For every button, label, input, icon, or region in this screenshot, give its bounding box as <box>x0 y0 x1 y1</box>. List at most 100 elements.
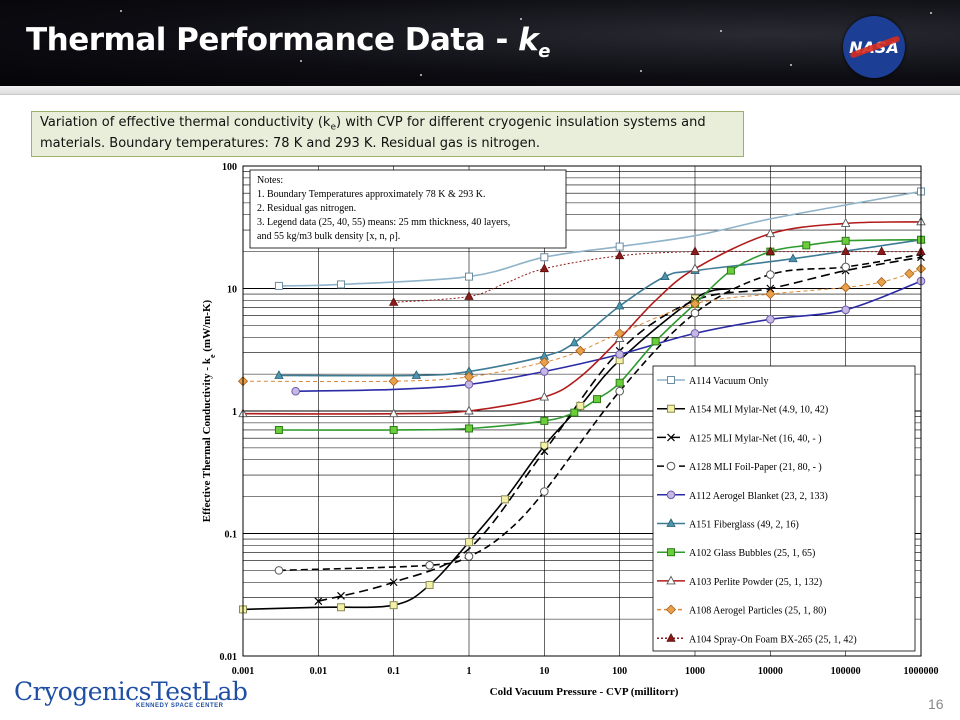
legend-frame <box>652 365 916 652</box>
x-tick-label: 1000 <box>685 666 705 677</box>
data-point <box>841 246 851 256</box>
data-point <box>765 246 775 256</box>
data-point <box>615 378 624 387</box>
data-point <box>291 386 300 396</box>
notes-box: Notes: 1. Boundary Temperatures approxim… <box>249 169 567 249</box>
data-point <box>540 487 549 496</box>
data-point <box>389 578 398 587</box>
title-subscript: e <box>538 41 550 63</box>
data-point <box>690 329 700 338</box>
data-point <box>840 217 851 227</box>
data-point <box>660 271 670 281</box>
data-point <box>690 308 700 318</box>
series-line <box>318 256 922 602</box>
star <box>120 10 122 12</box>
data-point <box>802 241 811 250</box>
data-point <box>667 548 675 557</box>
data-point <box>337 603 346 612</box>
x-tick-label: 10 <box>539 666 549 677</box>
data-point <box>388 376 399 387</box>
data-point <box>337 591 345 600</box>
kennedy-space-center-label: KENNEDY SPACE CENTER <box>136 703 224 709</box>
x-tick-label: 1000000 <box>904 666 939 677</box>
data-point <box>389 425 398 434</box>
notes-line-2: 2. Residual gas nitrogen. <box>257 203 356 214</box>
data-point <box>540 367 549 376</box>
data-point <box>540 441 549 450</box>
data-point <box>464 291 474 300</box>
y-axis-label: Effective Thermal Conductivity - ke (mW/… <box>201 299 217 522</box>
data-point <box>463 371 475 382</box>
data-point <box>465 272 473 281</box>
notes-line-1: 1. Boundary Temperatures approximately 7… <box>257 189 486 200</box>
data-point <box>666 518 676 527</box>
data-point <box>690 263 700 273</box>
slide-number: 16 <box>928 696 944 712</box>
data-point <box>540 416 549 425</box>
legend-entry: A114 Vacuum Only <box>689 376 768 387</box>
y-axis-label-unit: (mW/m-K) <box>201 299 213 354</box>
data-point <box>464 552 474 561</box>
data-point <box>274 281 283 290</box>
legend-entry: A104 Spray-On Foam BX-265 (25, 1, 42) <box>689 634 857 645</box>
data-point <box>592 395 601 404</box>
x-tick-label: 0.01 <box>310 666 328 677</box>
data-point <box>540 447 549 456</box>
legend-entry: A128 MLI Foil-Paper (21, 80, - ) <box>689 462 822 473</box>
x-tick-label: 100000 <box>831 666 861 677</box>
caption-box: Variation of effective thermal conductiv… <box>31 111 744 157</box>
data-point <box>726 266 735 275</box>
data-point <box>766 315 775 324</box>
data-point <box>766 270 775 279</box>
data-point <box>539 263 549 273</box>
data-point <box>689 298 701 309</box>
data-point <box>667 376 675 384</box>
star <box>640 70 642 72</box>
y-axis-label-sub: e <box>208 354 217 358</box>
data-point <box>575 345 586 356</box>
data-point <box>425 561 434 570</box>
data-point <box>615 242 624 251</box>
x-tick-label: 0.1 <box>387 666 400 677</box>
x-tick-label: 0.001 <box>232 666 255 677</box>
star <box>520 18 522 20</box>
data-point <box>388 408 399 418</box>
legend-entry: A108 Aerogel Particles (25, 1, 80) <box>689 606 826 617</box>
data-point <box>337 280 346 289</box>
data-point <box>389 601 398 610</box>
caption-subscript: e <box>330 122 336 133</box>
data-point <box>666 461 676 471</box>
header-divider <box>0 86 960 95</box>
title-symbol: k <box>518 22 539 58</box>
data-point <box>389 297 399 306</box>
plot-frame <box>242 165 922 657</box>
data-point <box>690 246 700 256</box>
cryogenics-test-lab-logo: CryogenicsTestLab <box>14 677 248 706</box>
x-tick-label: 100 <box>612 666 627 677</box>
data-point <box>411 370 422 379</box>
data-point <box>614 328 625 339</box>
title-bar: Thermal Performance Data - ke NASA <box>0 0 960 86</box>
legend-entry: A125 MLI Mylar-Net (16, 40, - ) <box>689 433 822 444</box>
data-point <box>765 228 776 238</box>
data-point <box>667 404 675 413</box>
data-point <box>876 276 887 288</box>
data-point <box>840 282 851 293</box>
nasa-logo: NASA <box>843 16 905 78</box>
data-point <box>766 284 775 293</box>
legend-entry: A102 Glass Bubbles (25, 1, 65) <box>689 548 815 559</box>
legend-entry: A103 Perlite Powder (25, 1, 132) <box>689 577 822 588</box>
caption-text-1: Variation of effective thermal conductiv… <box>40 115 331 130</box>
series-line <box>278 253 922 572</box>
data-point <box>274 370 284 379</box>
y-tick-labels: 0.01 0.1 1 10 100 <box>220 162 238 663</box>
data-point <box>274 566 284 575</box>
data-point <box>615 300 625 310</box>
data-point <box>314 597 323 606</box>
caption-text-2: ) with CVP for different cryogenic insul… <box>40 115 706 151</box>
legend-entry: A112 Aerogel Blanket (23, 2, 133) <box>689 491 828 502</box>
data-point <box>876 246 887 256</box>
page-title: Thermal Performance Data - ke <box>26 22 550 62</box>
star <box>420 74 422 76</box>
